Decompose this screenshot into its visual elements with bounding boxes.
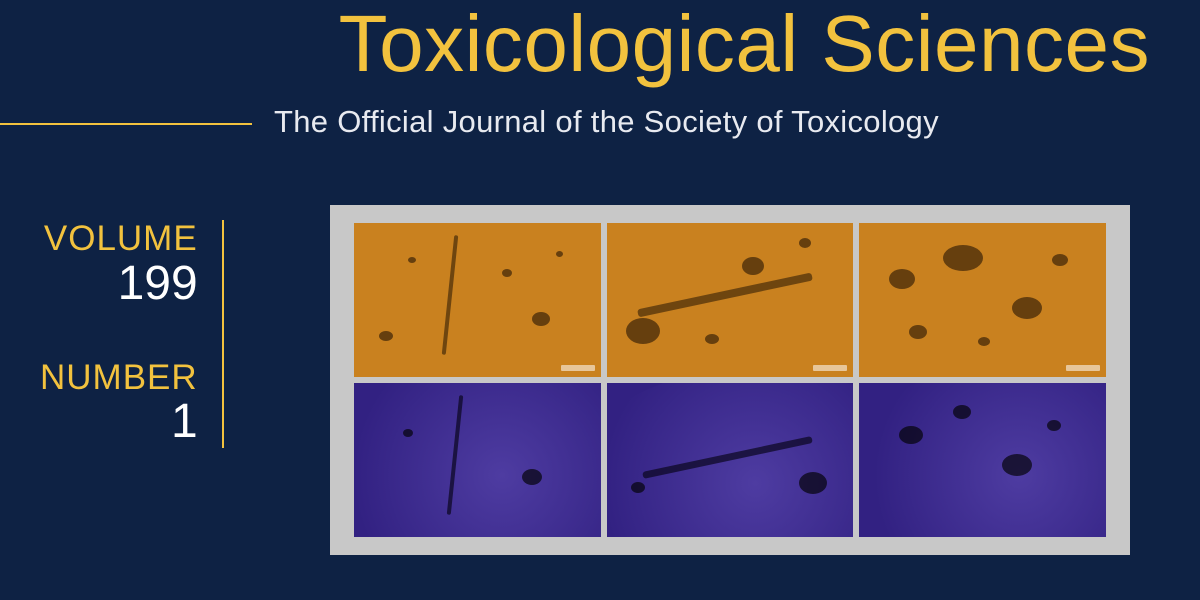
micrograph-panel — [607, 223, 854, 377]
micrograph-panel — [354, 223, 601, 377]
volume-label: VOLUME — [40, 220, 198, 259]
title-block: Toxicological Sciences — [339, 2, 1150, 86]
micrograph-panel — [859, 383, 1106, 537]
subtitle-row: The Official Journal of the Society of T… — [0, 104, 1150, 140]
journal-title: Toxicological Sciences — [339, 2, 1150, 86]
number-label: NUMBER — [40, 359, 198, 398]
micrograph-panel — [607, 383, 854, 537]
scale-bar — [813, 365, 847, 371]
issue-divider — [222, 220, 224, 448]
cover-figure — [330, 205, 1130, 555]
volume-value: 199 — [40, 259, 198, 309]
scale-bar — [561, 365, 595, 371]
issue-block: VOLUME 199 NUMBER 1 — [40, 220, 224, 448]
scale-bar — [1066, 365, 1100, 371]
issue-labels: VOLUME 199 NUMBER 1 — [40, 220, 198, 448]
journal-subtitle: The Official Journal of the Society of T… — [274, 104, 939, 140]
subtitle-rule — [0, 123, 252, 125]
micrograph-panel — [354, 383, 601, 537]
number-value: 1 — [40, 397, 198, 447]
micrograph-panel — [859, 223, 1106, 377]
